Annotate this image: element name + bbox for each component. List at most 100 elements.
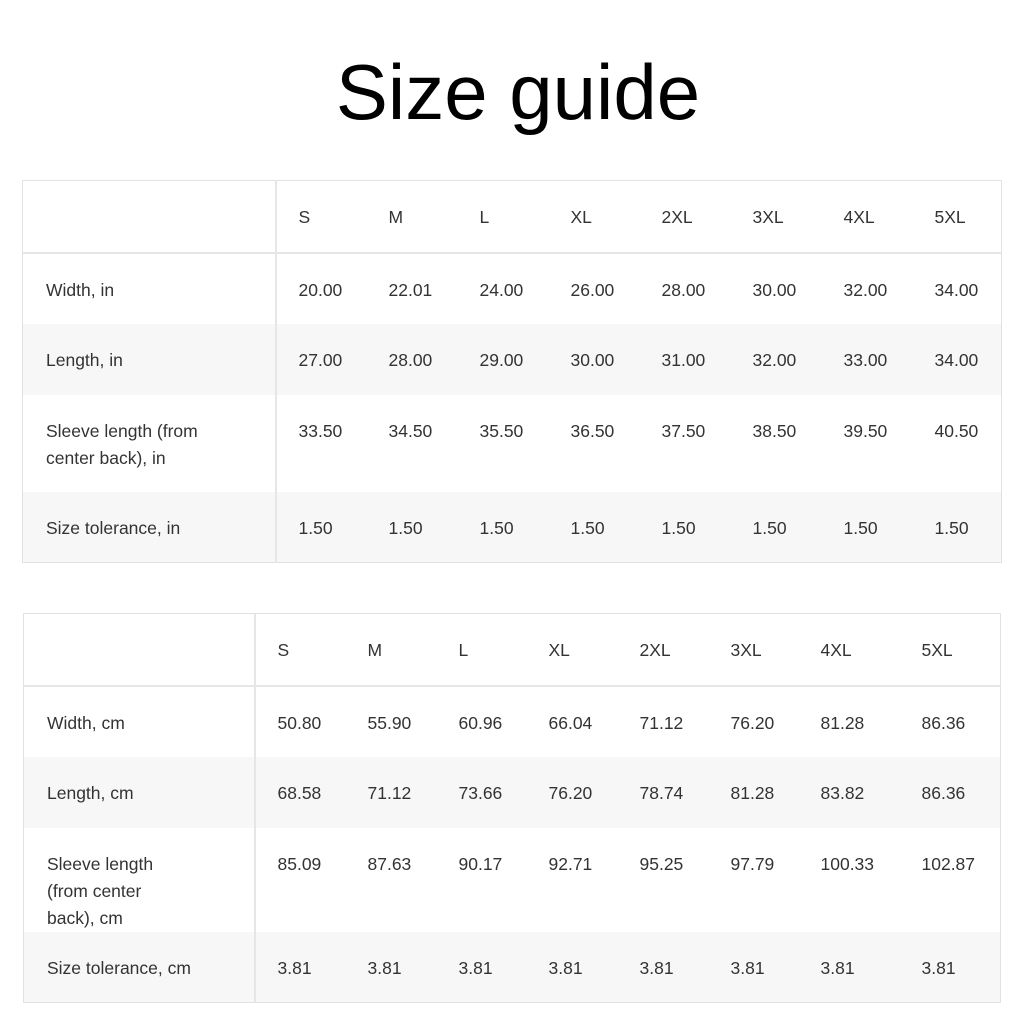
value-cell: 3.81: [526, 931, 618, 1003]
corner-cell: [23, 613, 256, 687]
row-label: Size tolerance, cm: [23, 931, 256, 1003]
value-cell: 3.81: [345, 931, 437, 1003]
size-table-inches: S M L XL 2XL 3XL 4XL 5XL Width, in 20.00 22.01 24.0…: [22, 180, 1002, 563]
size-header: 5XL: [899, 613, 1001, 687]
value-cell: 1.50: [730, 491, 822, 563]
size-header: L: [436, 613, 527, 687]
row-label: Size tolerance, in: [22, 491, 277, 563]
value-cell: 28.00: [661, 279, 706, 300]
value-cell: 3.81: [798, 931, 900, 1003]
corner-cell: [22, 180, 277, 254]
value-cell: 22.01: [388, 279, 433, 300]
value-cell: 30.00: [548, 323, 640, 395]
value-cell: 78.74: [617, 756, 709, 828]
value-cell: 31.00: [639, 323, 731, 395]
header-row: S M L XL 2XL 3XL 4XL 5XL: [22, 180, 1002, 254]
size-header: L: [457, 180, 549, 254]
row-label: Width, cm: [23, 685, 256, 757]
value-cell: 40.50: [934, 420, 979, 441]
size-header: M: [366, 180, 458, 254]
value-cell: 28.00: [366, 323, 458, 395]
table-row: Size tolerance, in 1.50 1.50 1.50 1.50 1.50 1.…: [22, 491, 1002, 563]
table-row: Length, cm 68.58 71.12 73.66 76.20 78.74 81.28…: [23, 756, 1001, 828]
value-cell: 38.50: [752, 420, 797, 441]
value-cell: 1.50: [457, 491, 549, 563]
value-cell: 3.81: [899, 931, 1001, 1003]
page-title: Size guide: [335, 48, 701, 136]
value-cell: 1.50: [548, 491, 640, 563]
value-cell: 34.50: [388, 420, 433, 441]
size-table-centimeters: S M L XL 2XL 3XL 4XL 5XL Width, cm 50.80 55.90 60.9…: [23, 613, 1001, 1003]
value-cell: 3.81: [617, 931, 709, 1003]
value-cell: 3.81: [436, 931, 527, 1003]
value-cell: 97.79: [730, 853, 775, 874]
row-label: Length, cm: [23, 756, 256, 828]
value-cell: 95.25: [639, 853, 684, 874]
size-header: 3XL: [730, 180, 822, 254]
value-cell: 92.71: [548, 853, 593, 874]
value-cell: 30.00: [752, 279, 797, 300]
value-cell: 20.00: [298, 279, 343, 300]
size-header: 3XL: [708, 613, 799, 687]
value-cell: 1.50: [366, 491, 458, 563]
value-cell: 3.81: [708, 931, 799, 1003]
value-cell: 1.50: [912, 491, 1002, 563]
table-row: Width, in 20.00 22.01 24.00 26.00 28.00 30.00 3…: [22, 252, 1002, 324]
header-row: S M L XL 2XL 3XL 4XL 5XL: [23, 613, 1001, 687]
value-cell: 1.50: [639, 491, 731, 563]
row-label: Length, in: [22, 323, 277, 395]
size-header: S: [275, 180, 367, 254]
value-cell: 68.58: [254, 756, 346, 828]
row-label: Sleeve length (from center back), cm: [23, 827, 256, 932]
value-cell: 71.12: [639, 712, 684, 733]
value-cell: 86.36: [921, 712, 966, 733]
value-cell: 90.17: [458, 853, 503, 874]
value-cell: 87.63: [367, 853, 412, 874]
value-cell: 76.20: [730, 712, 775, 733]
table-row: Sleeve length (from center back), cm 85.0…: [23, 827, 1001, 932]
size-header: M: [345, 613, 437, 687]
row-label: Sleeve length (from center back), in: [22, 394, 277, 492]
value-cell: 39.50: [843, 420, 888, 441]
value-cell: 24.00: [479, 279, 524, 300]
value-cell: 60.96: [458, 712, 503, 733]
value-cell: 81.28: [708, 756, 799, 828]
size-header: 2XL: [617, 613, 709, 687]
value-cell: 3.81: [254, 931, 346, 1003]
size-header: S: [254, 613, 346, 687]
value-cell: 66.04: [548, 712, 593, 733]
size-header: 4XL: [798, 613, 900, 687]
table-row: Size tolerance, cm 3.81 3.81 3.81 3.81 3.81 3.…: [23, 931, 1001, 1003]
value-cell: 83.82: [798, 756, 900, 828]
value-cell: 29.00: [457, 323, 549, 395]
value-cell: 100.33: [820, 853, 875, 874]
value-cell: 1.50: [821, 491, 913, 563]
table-row: Length, in 27.00 28.00 29.00 30.00 31.00 32.00…: [22, 323, 1002, 395]
value-cell: 34.00: [912, 323, 1002, 395]
size-header: 4XL: [821, 180, 913, 254]
size-header: XL: [526, 613, 618, 687]
row-label: Width, in: [22, 252, 277, 324]
value-cell: 86.36: [899, 756, 1001, 828]
value-cell: 34.00: [934, 279, 979, 300]
table-row: Width, cm 50.80 55.90 60.96 66.04 71.12 76.20 8…: [23, 685, 1001, 757]
value-cell: 1.50: [275, 491, 367, 563]
size-header: 5XL: [912, 180, 1002, 254]
value-cell: 32.00: [730, 323, 822, 395]
value-cell: 73.66: [436, 756, 527, 828]
value-cell: 33.50: [298, 420, 343, 441]
value-cell: 27.00: [275, 323, 367, 395]
value-cell: 32.00: [843, 279, 888, 300]
value-cell: 37.50: [661, 420, 706, 441]
value-cell: 81.28: [820, 712, 865, 733]
size-header: 2XL: [639, 180, 731, 254]
value-cell: 35.50: [479, 420, 524, 441]
value-cell: 36.50: [570, 420, 615, 441]
value-cell: 50.80: [277, 712, 322, 733]
size-header: XL: [548, 180, 640, 254]
value-cell: 76.20: [526, 756, 618, 828]
value-cell: 55.90: [367, 712, 412, 733]
value-cell: 85.09: [277, 853, 322, 874]
value-cell: 26.00: [570, 279, 615, 300]
value-cell: 102.87: [921, 853, 976, 874]
